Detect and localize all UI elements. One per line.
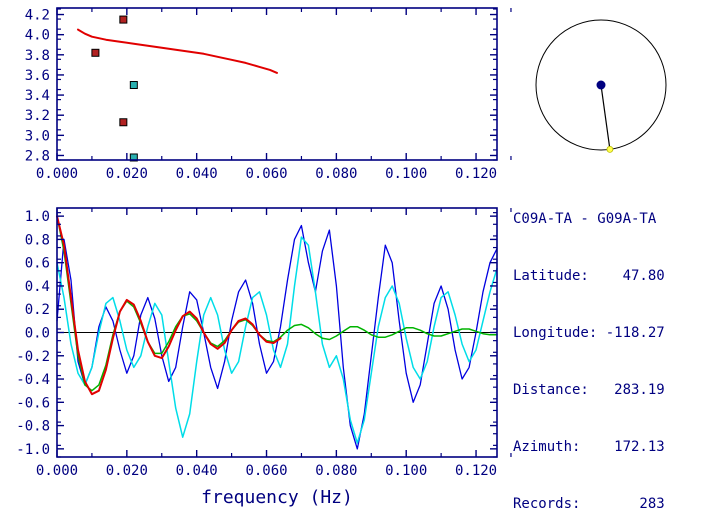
y-tick-label: 4.0: [25, 28, 50, 44]
y-tick-label: 4.2: [25, 8, 50, 24]
x-tick-label: 0.080: [315, 463, 357, 479]
info-panel: C09A-TA - G09A-TA Latitude: 47.80 Longit…: [513, 172, 665, 519]
x-tick-label: 0.100: [385, 463, 427, 479]
x-tick-label: 0.060: [245, 166, 287, 182]
x-tick-label: 0.000: [36, 463, 78, 479]
y-tick-label: 0.2: [25, 302, 50, 318]
x-tick-label: 0.020: [106, 463, 148, 479]
y-tick-label: 1.0: [25, 209, 50, 225]
y-tick-label: -0.2: [16, 349, 50, 365]
top-plot: 0.000 0.020 0.040 0.060 0.080 0.100 0.120 2.8 3.…: [25, 7, 512, 182]
y-tick-label: 3.4: [25, 88, 50, 104]
x-tick-label: 0.000: [36, 166, 78, 182]
station-dot: [596, 80, 606, 90]
series-fit-red: [56, 215, 282, 396]
latitude-line: Latitude: 47.80: [513, 268, 665, 284]
y-tick-label: 3.2: [25, 108, 50, 124]
y-tick-label: 3.8: [25, 48, 50, 64]
series-model-green: [56, 215, 498, 392]
azimuth-line-segment: [600, 84, 611, 150]
y-tick-label: 0.4: [25, 279, 50, 295]
pair-station-dot: [606, 145, 614, 153]
records-line: Records: 283: [513, 496, 665, 512]
series-correlation-blue: [56, 224, 498, 450]
y-tick-label: -0.6: [16, 395, 50, 411]
y-tick-label: -1.0: [16, 442, 50, 458]
y-tick-label: -0.8: [16, 419, 50, 435]
y-tick-label: 0.8: [25, 232, 50, 248]
data-marker: [119, 15, 128, 24]
y-tick-label: -0.4: [16, 372, 50, 388]
x-tick-label: 0.080: [315, 166, 357, 182]
x-tick-label: 0.060: [245, 463, 287, 479]
series-correlation-cyan: [56, 236, 498, 444]
x-tick-label: 0.100: [385, 166, 427, 182]
y-tick-label: 0.0: [25, 326, 50, 342]
y-tick-label: 3.0: [25, 128, 50, 144]
bottom-plot: 0.000 0.020 0.040 0.060 0.080 0.100 0.120 -1.0 -…: [16, 207, 512, 508]
y-tick-label: 3.6: [25, 68, 50, 84]
azimuth-circle-plot: [535, 19, 667, 153]
x-tick-label: 0.120: [455, 166, 497, 182]
y-tick-label: 2.8: [25, 148, 50, 164]
x-tick-label: 0.040: [176, 463, 218, 479]
x-tick-label: 0.040: [176, 166, 218, 182]
plot-frame: [56, 7, 498, 161]
azimuth-line: Azimuth: 172.13: [513, 439, 665, 455]
y-tick-label: 0.6: [25, 256, 50, 272]
data-marker: [119, 118, 128, 127]
azimuth-circle: [535, 19, 667, 151]
distance-line: Distance: 283.19: [513, 382, 665, 398]
data-marker: [129, 153, 138, 162]
series-dispersion-curve: [77, 28, 278, 74]
data-marker: [129, 81, 138, 90]
data-marker: [91, 48, 100, 57]
x-tick-label: 0.120: [455, 463, 497, 479]
longitude-line: Longitude: -118.27: [513, 325, 665, 341]
x-axis-label: frequency (Hz): [201, 487, 353, 508]
station-pair-label: C09A-TA - G09A-TA: [513, 211, 657, 227]
x-tick-label: 0.020: [106, 166, 148, 182]
